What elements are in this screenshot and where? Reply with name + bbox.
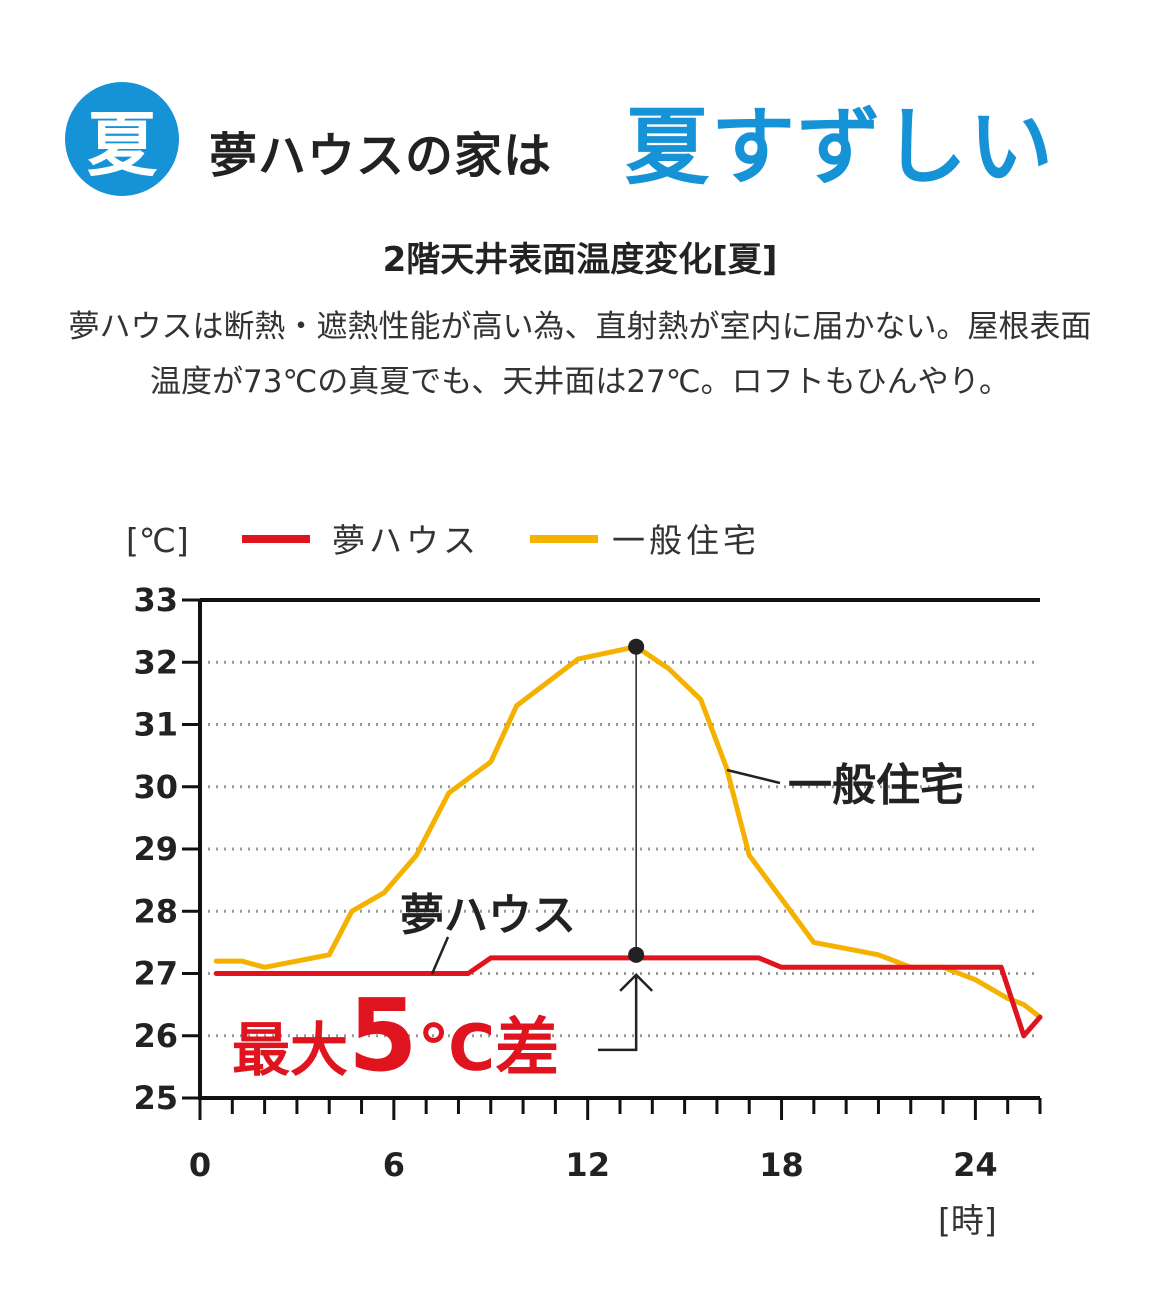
yume-label-leader: [430, 936, 450, 975]
x-axis-unit: [時]: [938, 1201, 997, 1240]
max-difference-number: 5: [348, 977, 418, 1094]
legend-label-yume-house: 夢ハウス: [332, 521, 480, 560]
max-difference-prefix: 最大: [232, 1016, 348, 1084]
up-arrow-icon: [619, 973, 654, 992]
series-line-general-house: [213, 644, 1043, 1020]
headline: 夢ハウスの家は: [209, 128, 553, 184]
legend-label-general-house: 一般住宅: [612, 521, 760, 560]
general-label-leader: [726, 768, 781, 785]
x-tick-label: 6: [383, 1146, 405, 1184]
y-tick-label: 28: [133, 892, 178, 930]
x-tick-label: 18: [759, 1146, 804, 1184]
callout-connector: [598, 976, 638, 1052]
max-difference-label: 最大5℃差: [232, 977, 559, 1094]
chart-heading: 2階天井表面温度変化[夏]: [382, 240, 778, 280]
max-difference-suffix: ℃差: [418, 1012, 560, 1086]
axes: [182, 598, 1042, 1120]
y-axis-unit: [℃]: [126, 521, 189, 560]
chart-legend: [℃] 夢ハウス 一般住宅: [126, 521, 760, 560]
summer-badge: 夏: [65, 82, 179, 196]
x-tick-label: 0: [189, 1146, 211, 1184]
yume-house-label: 夢ハウス: [400, 890, 576, 941]
general-house-label: 一般住宅: [788, 760, 964, 811]
y-tick-label: 32: [133, 643, 178, 681]
y-tick-label: 26: [133, 1017, 178, 1055]
x-tick-label: 12: [565, 1146, 610, 1184]
series-lines: [213, 644, 1043, 1039]
y-tick-label: 27: [133, 955, 178, 993]
y-tick-label: 31: [133, 706, 178, 744]
series-line-yume-house: [213, 955, 1043, 1039]
y-tick-label: 30: [133, 768, 178, 806]
description: 夢ハウスは断熱・遮熱性能が高い為、直射熱が室内に届かない。屋根表面温度が73℃の…: [68, 309, 1092, 400]
header: 夏 夢ハウスの家は 夏すずしい: [65, 70, 1125, 200]
tick-labels: 25 26 27 28 29 30 31 32 33 0 6 12 18 24: [133, 581, 997, 1184]
temperature-chart: [℃] 夢ハウス 一般住宅 25 26 27 28 29 30 31 32 33 0 6 12 18 24…: [126, 521, 1043, 1240]
x-tick-label: 24: [953, 1146, 998, 1184]
max-point-general-house: [628, 638, 645, 655]
grid-lines: [200, 660, 1040, 1038]
headline-accent: 夏すずしい: [625, 98, 1056, 196]
max-point-yume-house: [628, 946, 645, 963]
y-tick-label: 33: [133, 581, 178, 619]
y-tick-label: 25: [133, 1079, 178, 1117]
y-tick-label: 29: [133, 830, 178, 868]
